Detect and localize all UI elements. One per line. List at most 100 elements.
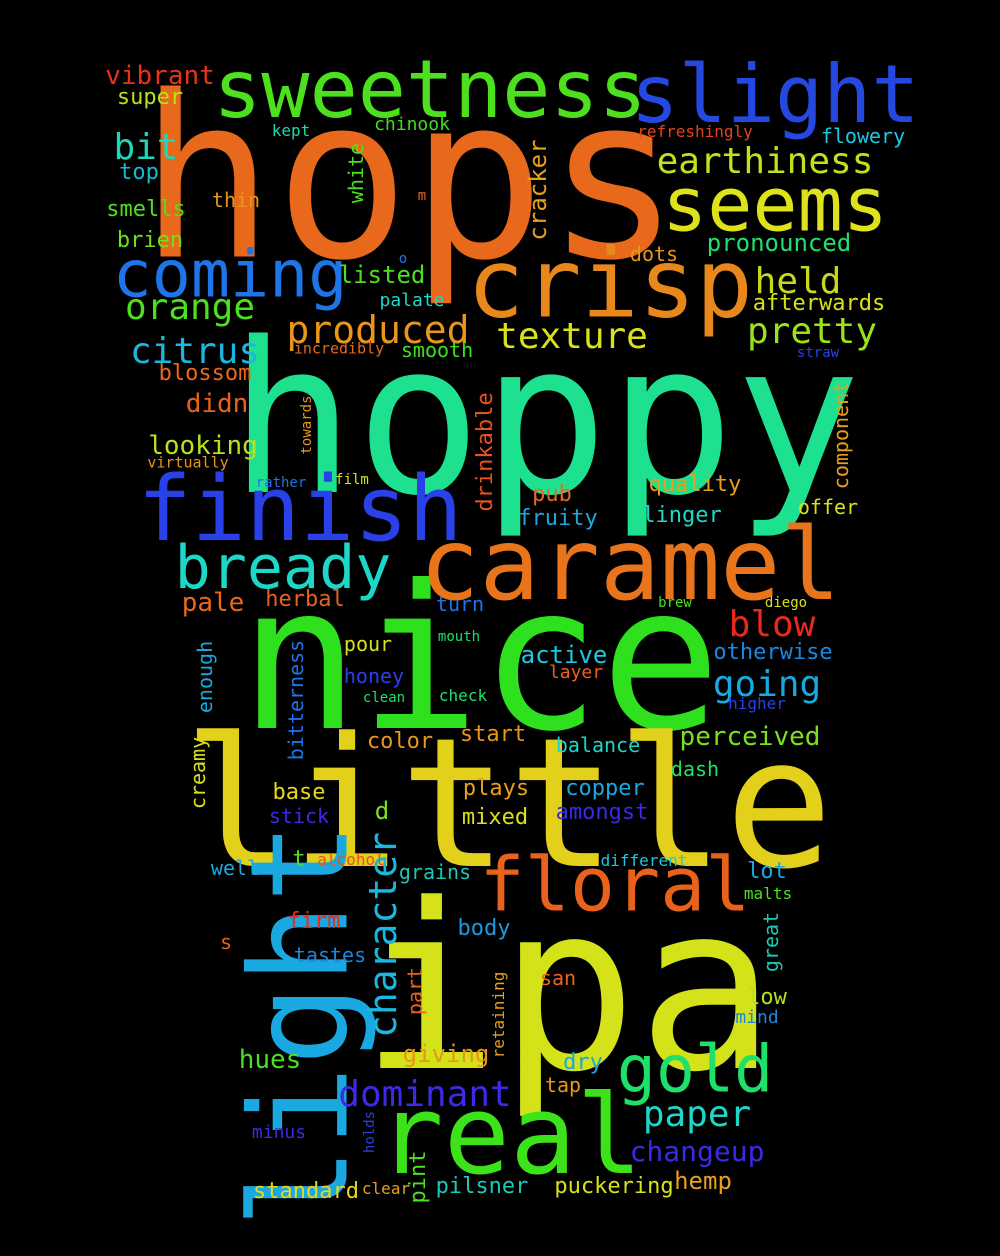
word-pale: pale xyxy=(181,588,245,618)
word-dash: dash xyxy=(670,757,720,781)
word-amongst: amongst xyxy=(555,800,649,825)
word-color: color xyxy=(366,729,434,754)
word-otherwise: otherwise xyxy=(713,640,833,665)
word-offer: offer xyxy=(797,495,859,519)
word-turn: turn xyxy=(435,592,485,616)
word-tap: tap xyxy=(544,1073,582,1097)
word-afterwards: afterwards xyxy=(752,291,886,316)
word-stick: stick xyxy=(268,804,330,828)
word-looking: looking xyxy=(148,431,258,461)
word-pronounced: pronounced xyxy=(706,229,852,257)
word-virtually: virtually xyxy=(147,453,229,472)
word-hues: hues xyxy=(238,1045,302,1075)
word-little: little xyxy=(182,700,834,909)
word-standard: standard xyxy=(253,1179,359,1204)
word-didn: didn xyxy=(185,389,249,419)
word-mixed: mixed xyxy=(461,805,529,830)
word-minus: minus xyxy=(251,1122,307,1143)
word-changeup: changeup xyxy=(629,1135,765,1168)
word-enough: enough xyxy=(193,640,217,714)
word-caramel: caramel xyxy=(419,506,841,623)
word-component: component xyxy=(829,380,853,490)
word-blow: blow xyxy=(728,604,816,645)
word-start: start xyxy=(459,722,527,747)
word-herbal: herbal xyxy=(265,587,345,612)
word-chinook: chinook xyxy=(374,114,450,135)
word-dry: dry xyxy=(563,1050,603,1075)
word-bready: bready xyxy=(174,533,392,603)
word-produced: produced xyxy=(286,308,470,352)
word-dominant: dominant xyxy=(338,1074,512,1115)
word-thin: thin xyxy=(211,188,261,212)
word-pilsner: pilsner xyxy=(435,1174,529,1199)
word-citrus: citrus xyxy=(129,331,261,372)
word-body: body xyxy=(457,916,511,941)
word-layer: layer xyxy=(548,662,604,683)
word-smooth: smooth xyxy=(400,338,474,362)
word-diego: diego xyxy=(764,595,808,611)
word-honey: honey xyxy=(343,664,405,688)
word-hemp: hemp xyxy=(674,1167,732,1195)
word-gold: gold xyxy=(616,1032,774,1108)
word-paper: paper xyxy=(642,1094,752,1135)
word-m: m xyxy=(417,188,427,204)
word-hoppy: hoppy xyxy=(228,297,862,542)
word-malts: malts xyxy=(743,884,793,903)
word-active: active xyxy=(520,641,608,669)
word-rather: rather xyxy=(255,475,307,491)
word-floral: floral xyxy=(479,840,751,929)
word-white: white xyxy=(344,142,368,204)
word-great: great xyxy=(759,911,783,973)
word-grains: grains xyxy=(398,860,472,884)
word-super: super xyxy=(116,85,184,110)
word-seems: seems xyxy=(662,160,888,249)
word-crisp: crisp xyxy=(467,229,753,340)
word-quality: quality xyxy=(648,472,742,497)
word-earthiness: earthiness xyxy=(656,141,874,182)
word-vibrant: vibrant xyxy=(105,61,215,91)
word-brien: brien xyxy=(116,228,184,253)
word-giving: giving xyxy=(402,1040,490,1068)
word-nice: nice xyxy=(239,543,721,776)
word-hops: hops xyxy=(139,48,681,311)
word-brew: brew xyxy=(658,595,692,611)
word-going: going xyxy=(712,664,822,705)
word-pour: pour xyxy=(343,632,393,656)
word-cracker: cracker xyxy=(524,139,552,241)
word-well: well xyxy=(210,856,260,880)
word-kept: kept xyxy=(271,121,311,140)
word-finish: finish xyxy=(137,457,463,562)
word-bit: bit xyxy=(113,127,179,168)
word-different: different xyxy=(600,851,688,870)
word-flowery: flowery xyxy=(820,124,906,148)
word-straw: straw xyxy=(796,345,840,361)
word-plays: plays xyxy=(462,776,530,801)
word-puckering: puckering xyxy=(554,1174,674,1199)
word-base: base xyxy=(272,780,326,805)
word-san: san xyxy=(539,966,577,990)
word-texture: texture xyxy=(496,316,648,357)
word-top: top xyxy=(119,160,159,185)
word-ipa: ipa xyxy=(360,856,776,1123)
word-fruity: fruity xyxy=(518,506,598,531)
word-clear: clear xyxy=(361,1179,411,1198)
word-film: film xyxy=(335,472,369,488)
word-alcohol: alcohol xyxy=(317,850,385,869)
word-blossom: blossom xyxy=(158,361,252,386)
word-mind: mind xyxy=(735,1007,779,1028)
word-balance: balance xyxy=(555,733,641,757)
word-d: d xyxy=(374,797,390,825)
word-dots: dots xyxy=(629,242,679,266)
word-pint: pint xyxy=(406,1150,431,1204)
word-clean: clean xyxy=(362,690,406,706)
word-low: low xyxy=(747,985,787,1010)
word-listed: listed xyxy=(338,261,426,289)
word-light: light xyxy=(221,821,379,1229)
word-smells: smells xyxy=(106,197,186,222)
word-slight: slight xyxy=(630,48,920,141)
word-incredibly: incredibly xyxy=(293,339,385,358)
word-held: held xyxy=(754,261,842,302)
word-tastes: tastes xyxy=(293,943,367,967)
word-towards: towards xyxy=(299,395,315,455)
